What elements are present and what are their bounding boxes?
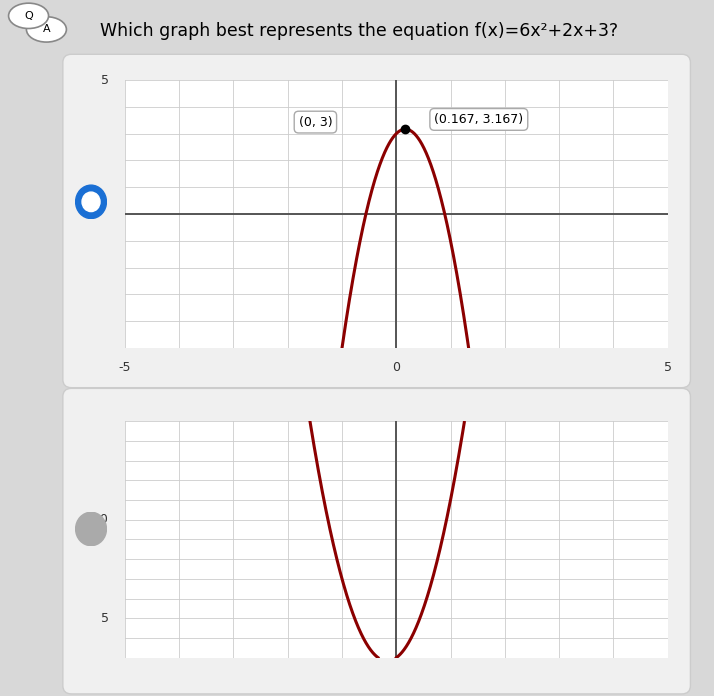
Circle shape <box>76 512 106 546</box>
Text: 5: 5 <box>663 361 672 374</box>
Text: Which graph best represents the equation f(x)=6x²+2x+3?: Which graph best represents the equation… <box>100 22 618 40</box>
Text: -5: -5 <box>119 361 131 374</box>
Text: Q: Q <box>24 11 33 21</box>
Text: A: A <box>43 24 50 34</box>
Text: (0.167, 3.167): (0.167, 3.167) <box>434 113 523 126</box>
Text: 5: 5 <box>101 74 109 86</box>
Circle shape <box>76 185 106 219</box>
Text: 5: 5 <box>101 612 109 625</box>
Circle shape <box>82 192 100 212</box>
Text: 0: 0 <box>392 361 401 374</box>
Text: 10: 10 <box>93 513 109 526</box>
Circle shape <box>26 17 66 42</box>
Circle shape <box>9 3 49 29</box>
Text: (0, 3): (0, 3) <box>298 116 332 129</box>
